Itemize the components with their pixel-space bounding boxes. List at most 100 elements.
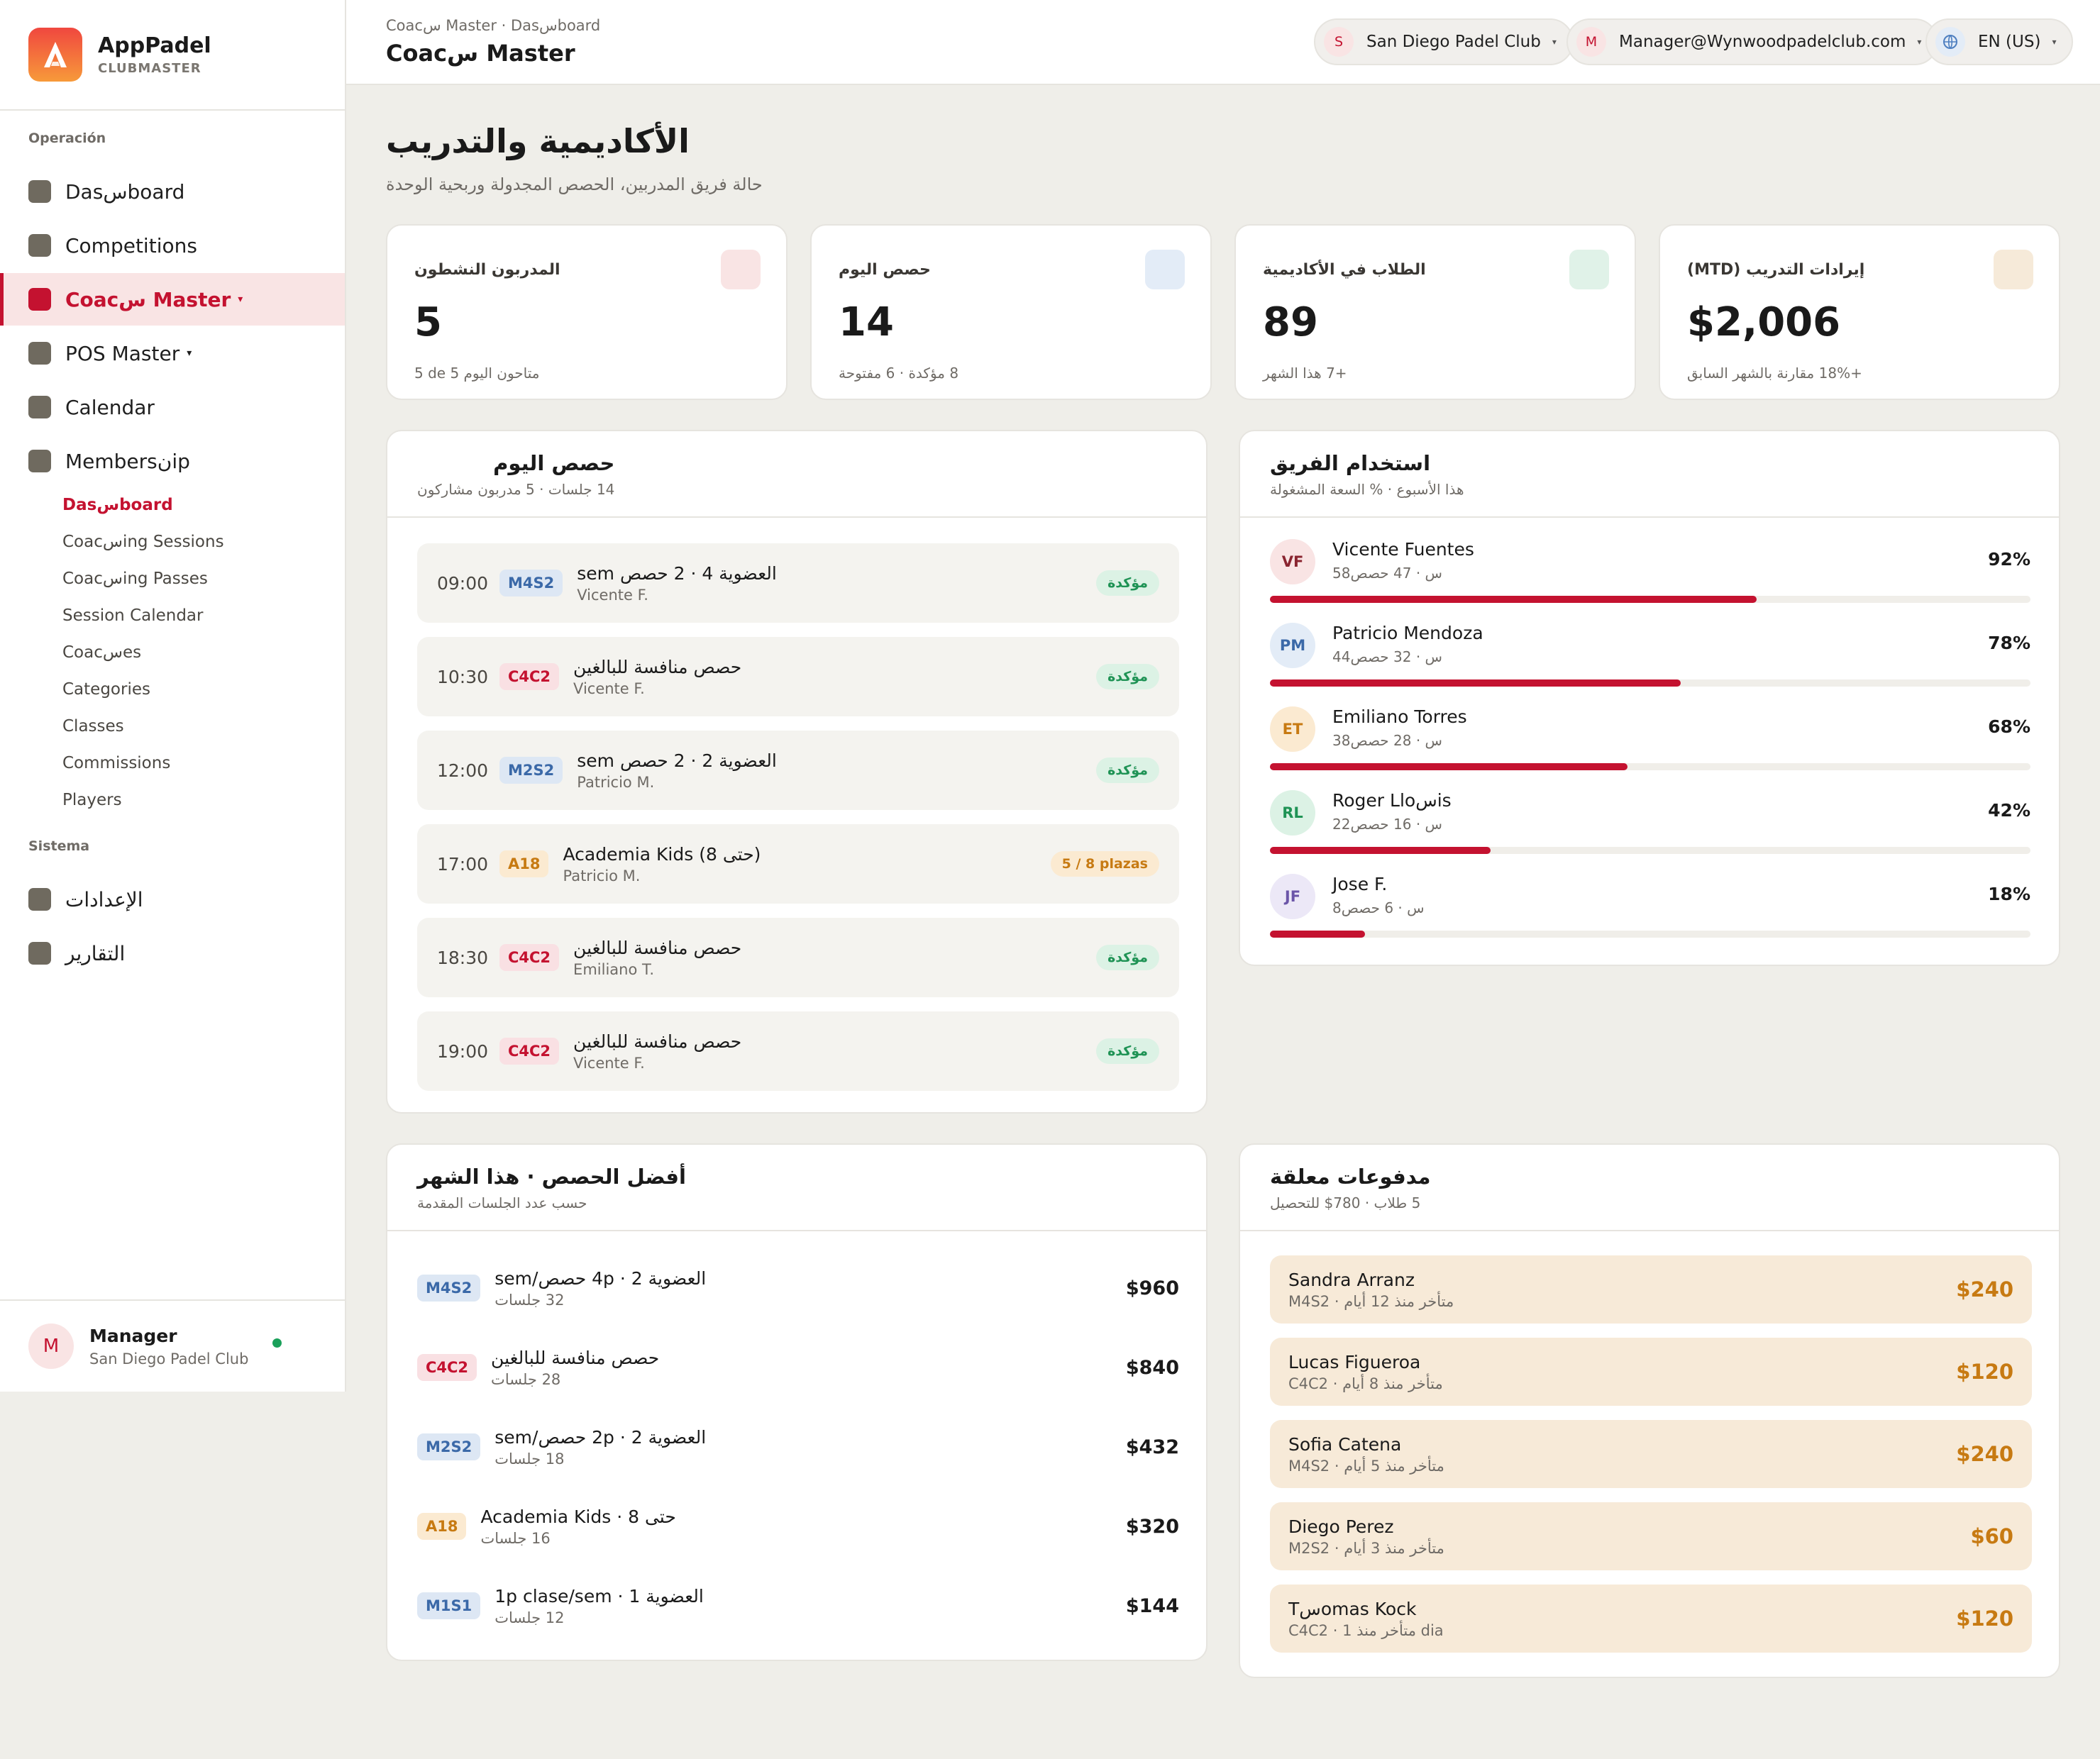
sidebar-item-dashboard[interactable]: Dasسboard — [0, 165, 345, 218]
sidebar-item-pos-master[interactable]: POS Master ▾ — [0, 327, 345, 379]
coach-meta: 22س · 16 حصص — [1332, 816, 1442, 833]
session-revenue: $144 — [1125, 1594, 1179, 1617]
payment-row[interactable]: Sandra Arranz M4S2 · متأخر منذ 12 أيام $… — [1270, 1255, 2032, 1324]
chevron-down-icon: ▾ — [1552, 37, 1557, 47]
session-row[interactable]: 19:00 C4C2 حصص منافسة للبالغين Vicente F… — [417, 1011, 1179, 1091]
usage-bar — [1270, 847, 2030, 854]
sidebar-user[interactable]: M Manager San Diego Padel Club — [0, 1299, 345, 1392]
brand[interactable]: AppPadel CLUBMASTER — [0, 0, 345, 111]
panel-subtitle: حسب عدد الجلسات المقدمة — [417, 1194, 587, 1211]
sidebar-item-label: Dasسboard — [65, 179, 185, 204]
sidebar-item-label: Calendar — [65, 395, 155, 419]
kpi-value: 5 — [414, 299, 442, 345]
session-row[interactable]: 18:30 C4C2 حصص منافسة للبالغين Emiliano … — [417, 918, 1179, 997]
kpi-label: الطلاب في الأكاديمية — [1263, 261, 1426, 279]
payment-meta: M4S2 · متأخر منذ 5 أيام — [1288, 1457, 1444, 1475]
session-row[interactable]: 09:00 M4S2 العضوية 4 · 2 حصص sem Vicente… — [417, 543, 1179, 623]
session-code-badge: C4C2 — [417, 1354, 477, 1381]
session-row[interactable]: 10:30 C4C2 حصص منافسة للبالغين Vicente F… — [417, 637, 1179, 716]
session-name: حصص منافسة للبالغين — [573, 1031, 742, 1052]
payment-amount: $120 — [1956, 1360, 2013, 1384]
session-count: 18 جلسات — [494, 1450, 565, 1467]
sidebar-item-label: Coacس Master — [65, 287, 231, 311]
divider — [387, 1230, 1206, 1231]
sidebar-item-membership[interactable]: Membersنip — [0, 435, 345, 487]
coach-name: Vicente Fuentes — [1332, 539, 1474, 560]
status-badge: مؤكدة — [1096, 945, 1159, 970]
globe-icon — [1935, 27, 1965, 57]
sidebar-item-settings[interactable]: الإعدادات — [0, 873, 345, 926]
apppadel-logo-icon — [28, 28, 82, 82]
sub-item-categories[interactable]: Categories — [62, 680, 150, 699]
payment-row[interactable]: Diego Perez M2S2 · متأخر منذ 3 أيام $60 — [1270, 1502, 2032, 1570]
session-revenue: $432 — [1125, 1436, 1179, 1458]
sidebar-item-competitions[interactable]: Competitions — [0, 219, 345, 272]
usage-bar-fill — [1270, 596, 1757, 603]
coach-usage-row[interactable]: JF Jose F. 8س · 6 حصص 18% — [1270, 874, 2030, 958]
top-session-row[interactable]: C4C2 حصص منافسة للبالغين 28 جلسات $840 — [417, 1339, 1179, 1396]
student-name: Diego Perez — [1288, 1516, 1394, 1537]
avatar: RL — [1270, 790, 1315, 836]
coach-usage-percent: 42% — [1988, 800, 2030, 821]
coach-usage-row[interactable]: PM Patricio Mendoza 44س · 32 حصص 78% — [1270, 623, 2030, 706]
account-avatar: M — [1576, 27, 1606, 57]
language-selector[interactable]: EN (US) ▾ — [1925, 18, 2074, 65]
kpi-card-training-revenue: إيرادات التدريب (MTD) $2,006 +18% مقارنة… — [1659, 224, 2060, 400]
sub-item-dashboard[interactable]: Dasسboard — [62, 496, 173, 514]
session-count: 12 جلسات — [494, 1609, 565, 1626]
top-session-row[interactable]: M2S2 العضوية 2 · 2p حصص/sem 18 جلسات $43… — [417, 1419, 1179, 1475]
chevron-down-icon: ▾ — [187, 348, 192, 359]
page-subtitle: حالة فريق المدربين، الحصص المجدولة وربحي… — [386, 174, 763, 194]
coach-name: Patricio Mendoza — [1332, 623, 1483, 643]
top-session-row[interactable]: A18 Academia Kids · حتى 8 16 جلسات $320 — [417, 1498, 1179, 1555]
divider — [387, 516, 1206, 518]
avatar: VF — [1270, 539, 1315, 584]
session-row[interactable]: 12:00 M2S2 العضوية 2 · 2 حصص sem Patrici… — [417, 731, 1179, 810]
session-name: Academia Kids (حتى 8) — [563, 843, 761, 865]
session-code-badge: M2S2 — [417, 1433, 481, 1460]
coach-usage-row[interactable]: RL Roger Lloسis 22س · 16 حصص 42% — [1270, 790, 2030, 874]
sidebar-item-calendar[interactable]: Calendar — [0, 381, 345, 433]
sub-item-coaching-passes[interactable]: Coacسing Passes — [62, 570, 208, 588]
usage-bar-fill — [1270, 763, 1628, 770]
sub-item-coaches[interactable]: Coacسes — [62, 643, 142, 662]
panel-title: حصص اليوم — [493, 451, 615, 475]
payment-row[interactable]: Sofia Catena M4S2 · متأخر منذ 5 أيام $24… — [1270, 1420, 2032, 1488]
section-label-sistema: Sistema — [28, 838, 90, 854]
top-session-row[interactable]: M4S2 العضوية 2 · 4p حصص/sem 32 جلسات $96… — [417, 1260, 1179, 1316]
session-name: حصص منافسة للبالغين — [573, 656, 742, 677]
divider — [1240, 516, 2059, 518]
coach-usage-row[interactable]: VF Vicente Fuentes 58س · 47 حصص 92% — [1270, 539, 2030, 623]
kpi-card-sessions-today: حصص اليوم 14 8 مؤكدة · 6 مفتوحة — [810, 224, 1212, 400]
account-selector[interactable]: M Manager@Wynwoodpadelclub.com ▾ — [1566, 18, 1939, 65]
sidebar-item-coach-master[interactable]: Coacس Master ▾ — [0, 273, 345, 326]
payment-row[interactable]: Tسomas Kock C4C2 · متأخر منذ 1 dia $120 — [1270, 1585, 2032, 1653]
panel-title: أفضل الحصص · هذا الشهر — [417, 1165, 686, 1189]
sub-item-session-calendar[interactable]: Session Calendar — [62, 606, 204, 625]
session-row[interactable]: 17:00 A18 Academia Kids (حتى 8) Patricio… — [417, 824, 1179, 904]
sidebar-item-reports[interactable]: التقارير — [0, 927, 345, 980]
session-code-badge: C4C2 — [499, 663, 560, 690]
chevron-down-icon: ▾ — [2052, 37, 2057, 47]
sub-item-classes[interactable]: Classes — [62, 717, 124, 736]
session-code-badge: M4S2 — [417, 1275, 481, 1302]
status-badge: مؤكدة — [1096, 570, 1159, 596]
coach-icon — [721, 250, 761, 289]
session-coach: Patricio M. — [563, 867, 641, 884]
payment-meta: M4S2 · متأخر منذ 12 أيام — [1288, 1292, 1454, 1310]
payment-amount: $240 — [1956, 1442, 2013, 1466]
sub-item-coaching-sessions[interactable]: Coacسing Sessions — [62, 533, 224, 551]
payment-row[interactable]: Lucas Figueroa C4C2 · متأخر منذ 8 أيام $… — [1270, 1338, 2032, 1406]
sub-item-players[interactable]: Players — [62, 791, 122, 809]
sub-item-commissions[interactable]: Commissions — [62, 754, 171, 772]
top-session-row[interactable]: M1S1 العضوية 1 · 1p clase/sem 12 جلسات $… — [417, 1577, 1179, 1634]
club-selector[interactable]: S San Diego Padel Club ▾ — [1314, 18, 1574, 65]
coach-master-icon — [28, 288, 51, 311]
reports-icon — [28, 942, 51, 965]
team-usage-panel: استخدام الفريق هذا الأسبوع · % السعة الم… — [1239, 430, 2060, 966]
brand-subtitle: CLUBMASTER — [98, 61, 201, 76]
kpi-label: إيرادات التدريب (MTD) — [1687, 261, 1865, 279]
account-selector-label: Manager@Wynwoodpadelclub.com — [1619, 33, 1906, 51]
coach-usage-row[interactable]: ET Emiliano Torres 38س · 28 حصص 68% — [1270, 706, 2030, 790]
usage-bar-fill — [1270, 931, 1365, 938]
